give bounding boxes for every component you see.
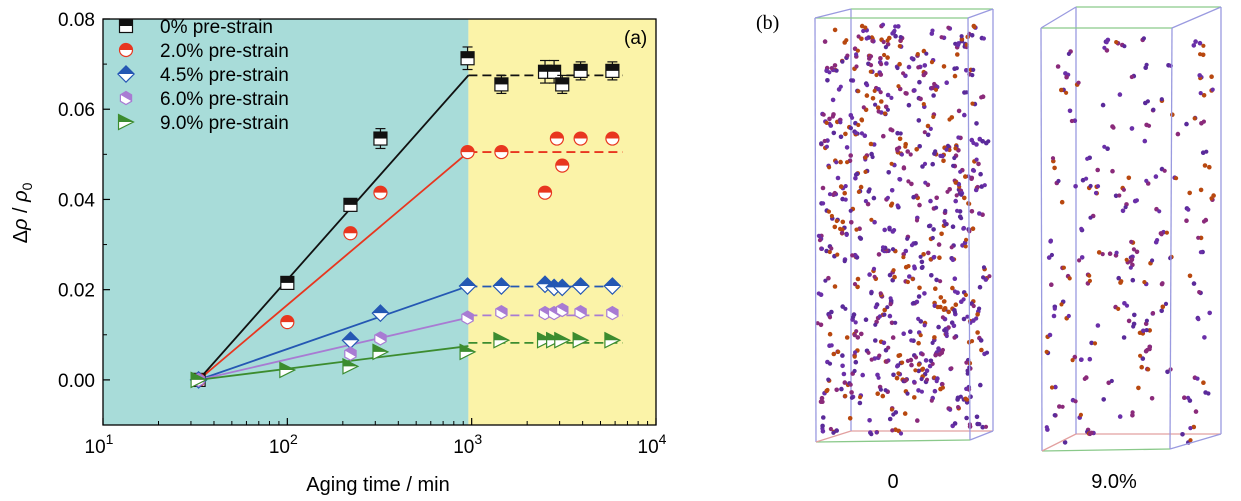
- atom-probe-reconstructions: [814, 6, 1222, 452]
- data-point: [574, 305, 587, 320]
- x-tick-label: 104: [638, 431, 667, 458]
- data-point: [373, 185, 388, 200]
- y-tick-label: 0.04: [58, 190, 95, 211]
- data-point: [573, 131, 588, 146]
- legend-label: 9.0% pre-strain: [160, 113, 289, 134]
- legend-marker: [118, 42, 134, 58]
- data-point: [538, 305, 552, 321]
- data-point: [374, 331, 387, 346]
- fit-line: [198, 285, 469, 381]
- data-point: [280, 275, 295, 290]
- data-point: [605, 131, 620, 146]
- y-tick-label: 0.02: [58, 281, 95, 302]
- data-point: [546, 64, 562, 79]
- data-point: [573, 63, 588, 78]
- data-point: [555, 302, 569, 318]
- legend-marker: [117, 65, 135, 83]
- data-point: [536, 331, 554, 349]
- data-point: [604, 331, 622, 349]
- legend-marker: [119, 90, 133, 106]
- legend: 0% pre-strain 2.0% pre-strain 4.5% pre-str…: [117, 17, 289, 134]
- x-axis-title: Aging time / min: [306, 474, 449, 496]
- data-point: [344, 346, 357, 361]
- y-tick-label: 0.08: [58, 10, 95, 31]
- fit-line: [197, 151, 469, 381]
- data-point: [280, 315, 295, 330]
- data-point: [459, 343, 477, 361]
- legend-label: 4.5% pre-strain: [160, 65, 289, 86]
- data-point: [546, 331, 563, 349]
- data-point: [555, 158, 570, 173]
- data-point: [493, 331, 511, 349]
- data-point: [460, 51, 475, 66]
- data-point: [343, 197, 358, 212]
- y-tick-label: 0.00: [58, 371, 95, 392]
- data-point: [572, 331, 590, 349]
- fit-line: [198, 345, 469, 381]
- x-tick-label: 101: [85, 431, 114, 458]
- data-point: [553, 278, 572, 297]
- y-tick-label: 0.06: [58, 100, 95, 121]
- data-point: [494, 144, 509, 160]
- data-markers: [189, 46, 622, 389]
- legend-label: 2.0% pre-strain: [160, 41, 289, 62]
- data-point: [554, 331, 572, 349]
- fit-line: [198, 316, 469, 381]
- data-point: [555, 77, 570, 92]
- data-point: [492, 277, 511, 296]
- data-point: [373, 131, 388, 146]
- data-point: [605, 63, 620, 78]
- data-point: [603, 277, 622, 296]
- region-1: [103, 19, 469, 425]
- data-point: [571, 277, 590, 296]
- data-point: [371, 304, 390, 323]
- legend-label: 0% pre-strain: [160, 17, 273, 38]
- data-point: [343, 226, 358, 241]
- panel-a-label: (a): [624, 28, 647, 49]
- reconstruction-box-1: [814, 8, 994, 443]
- data-point: [549, 131, 565, 146]
- data-point: [279, 361, 297, 379]
- caption-box-2: 9.0%: [1091, 471, 1137, 493]
- data-point: [461, 310, 474, 325]
- legend-marker: [117, 113, 135, 131]
- data-point: [372, 343, 390, 361]
- data-point: [537, 185, 553, 200]
- data-point: [606, 305, 619, 321]
- plot-frame: [102, 18, 657, 426]
- data-point: [494, 77, 509, 92]
- panel-b-label: (b): [756, 12, 779, 34]
- data-point: [190, 371, 208, 389]
- legend-marker: [118, 18, 134, 34]
- data-point: [460, 144, 475, 160]
- x-tick-label: 103: [453, 431, 482, 458]
- y-axis-title: Δρ / ρ0: [10, 182, 35, 243]
- fit-line: [197, 74, 470, 381]
- legend-label: 6.0% pre-strain: [160, 89, 289, 110]
- x-tick-label: 102: [269, 431, 298, 458]
- caption-box-1: 0: [887, 471, 898, 493]
- data-point: [495, 305, 508, 320]
- reconstruction-box-2: [1040, 6, 1222, 452]
- data-point: [458, 277, 477, 296]
- data-point: [342, 357, 360, 375]
